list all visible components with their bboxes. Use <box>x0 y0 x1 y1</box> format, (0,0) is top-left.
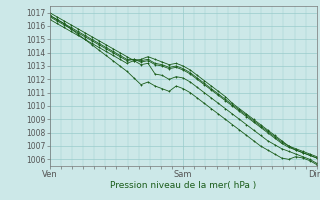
X-axis label: Pression niveau de la mer( hPa ): Pression niveau de la mer( hPa ) <box>110 181 256 190</box>
